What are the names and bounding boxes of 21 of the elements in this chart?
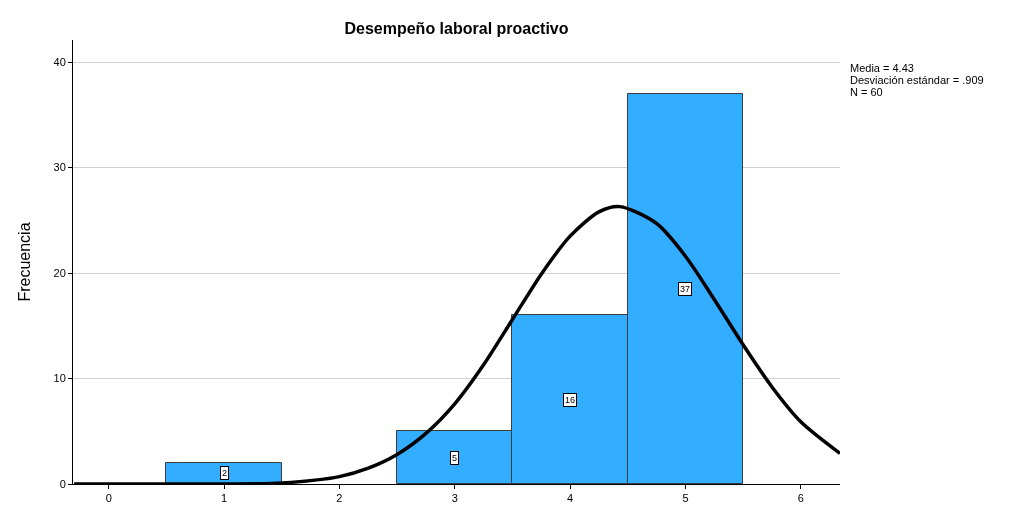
y-tick-label: 20 <box>53 266 66 279</box>
x-tick-label: 0 <box>105 492 112 505</box>
y-tick-label: 40 <box>53 56 66 68</box>
text: N = 60 <box>850 86 883 98</box>
x-tick-label: 6 <box>797 492 804 505</box>
text: Desviación estándar = .909 <box>850 74 984 86</box>
y-tick-label: 0 <box>59 477 66 490</box>
y-axis-title: Frecuencia <box>16 222 34 302</box>
y-tick-label: 10 <box>53 372 66 385</box>
x-tick-label: 3 <box>451 492 458 505</box>
data-label: 5 <box>452 453 458 463</box>
data-label: 37 <box>680 284 691 294</box>
chart-title: Desempeño laboral proactivo <box>344 20 569 38</box>
x-tick-label: 4 <box>567 492 574 505</box>
y-tick-label: 30 <box>53 161 66 174</box>
x-tick-label: 5 <box>682 492 689 505</box>
x-tick-label: 1 <box>221 492 228 505</box>
text: Media = 4.43 <box>850 62 914 74</box>
data-label: 2 <box>222 468 228 478</box>
data-label: 16 <box>565 395 576 405</box>
x-tick-label: 2 <box>336 492 343 505</box>
